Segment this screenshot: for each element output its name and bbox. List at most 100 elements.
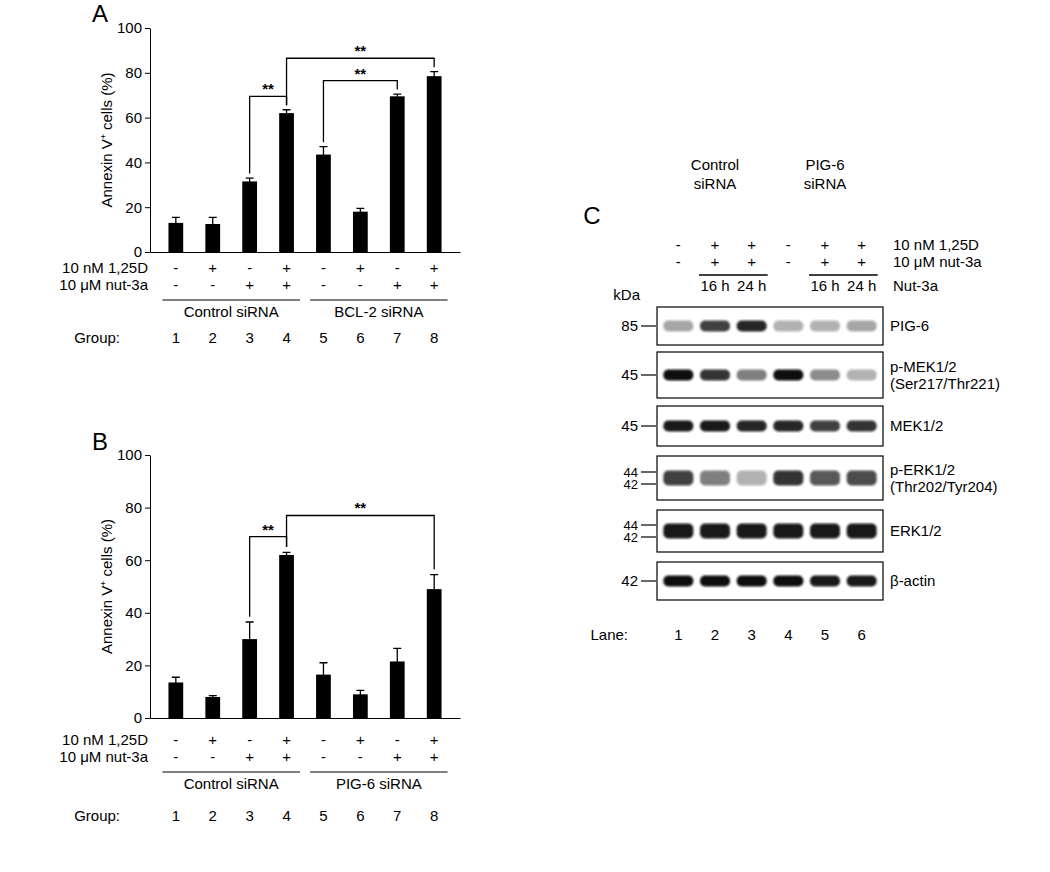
condition-value: + <box>747 253 756 270</box>
error-bar <box>356 208 364 215</box>
blot-band <box>737 524 767 539</box>
y-tick-label: 60 <box>125 109 142 126</box>
condition-value: + <box>208 731 217 748</box>
bar <box>353 212 368 252</box>
y-tick: 40 <box>125 604 150 621</box>
error-bar <box>393 94 401 98</box>
plot-marks <box>168 552 441 718</box>
condition-value: + <box>430 276 439 293</box>
significance-label: ** <box>262 80 274 97</box>
y-tick: 20 <box>125 657 150 674</box>
x-axis-line <box>151 252 461 253</box>
condition-label: 10 nM 1,25D <box>62 259 148 276</box>
condition-label: 10 μM nut-3a <box>59 276 148 293</box>
blot-band <box>810 421 840 432</box>
y-tick-mark <box>145 252 150 253</box>
condition-value: + <box>821 236 830 253</box>
significance-label: ** <box>355 65 367 82</box>
kda-marker <box>641 325 656 326</box>
y-tick-mark <box>145 162 150 163</box>
kda-marker <box>641 483 656 484</box>
error-bar <box>246 178 254 185</box>
protein-label: (Ser217/Thr221) <box>890 375 1000 392</box>
kda-title: kDa <box>613 286 640 303</box>
y-axis: 0 20 40 60 80 100 <box>117 19 151 260</box>
blot-band <box>663 471 693 486</box>
kda-label: 42 <box>624 477 638 492</box>
y-tick: 100 <box>117 19 150 36</box>
lane-label: 6 <box>857 626 865 643</box>
x-tick: 5 <box>319 718 327 824</box>
kda-label: 45 <box>621 417 638 434</box>
blot-frame <box>657 562 883 600</box>
protein-label: MEK1/2 <box>890 417 943 434</box>
x-tick-label: 6 <box>356 329 364 346</box>
condition-value: + <box>245 276 254 293</box>
blot-band <box>700 471 730 486</box>
lane-label: 2 <box>711 626 719 643</box>
bar <box>279 113 294 252</box>
x-axis-title: Group: <box>74 807 120 824</box>
y-tick-label: 60 <box>125 552 142 569</box>
blot-band <box>847 471 877 486</box>
condition-value: - <box>676 253 681 270</box>
y-axis-line <box>150 29 151 253</box>
blot-band <box>700 421 730 432</box>
figure: A020406080100Annexin V⁺ cells (%)1234567… <box>0 0 1050 872</box>
blot-band <box>737 576 767 587</box>
condition-value: - <box>676 236 681 253</box>
group-label: BCL-2 siRNA <box>334 303 423 320</box>
lane-title: Lane: <box>590 626 628 643</box>
y-tick-label: 20 <box>125 657 142 674</box>
y-tick-mark <box>145 455 150 456</box>
group-label: PIG-6 siRNA <box>336 775 422 792</box>
group-label: siRNA <box>804 175 847 192</box>
x-tick-label: 2 <box>209 807 217 824</box>
x-tick-label: 6 <box>356 807 364 824</box>
y-tick: 0 <box>134 243 150 260</box>
protein-label: (Thr202/Tyr204) <box>890 478 998 495</box>
x-axis-line <box>151 718 461 719</box>
blot-band <box>700 321 730 332</box>
group-underline <box>162 771 299 772</box>
lane-label: 5 <box>821 626 829 643</box>
x-tick-label: 1 <box>172 329 180 346</box>
error-bar <box>283 552 291 557</box>
y-tick-label: 20 <box>125 199 142 216</box>
condition-value: + <box>356 731 365 748</box>
bar <box>279 555 294 718</box>
y-tick: 0 <box>134 709 150 726</box>
x-axis: 12345678 <box>151 718 461 824</box>
y-tick: 100 <box>117 446 150 463</box>
blot-band <box>847 321 877 332</box>
x-tick: 7 <box>393 718 401 824</box>
error-bar <box>209 217 217 230</box>
blot-band <box>810 321 840 332</box>
condition-value: + <box>245 748 254 765</box>
condition-value: + <box>747 236 756 253</box>
condition-value: + <box>430 731 439 748</box>
significance-label: ** <box>355 499 367 516</box>
x-tick: 6 <box>356 252 364 346</box>
condition-value: + <box>393 276 402 293</box>
x-tick: 8 <box>430 718 438 824</box>
time-label: 24 h <box>737 277 766 294</box>
lane-label: 1 <box>674 626 682 643</box>
y-axis: 020406080100 <box>117 446 151 726</box>
condition-value: + <box>821 253 830 270</box>
error-bar <box>172 677 180 688</box>
x-tick: 7 <box>393 252 401 346</box>
y-tick-label: 80 <box>125 64 142 81</box>
group-label: siRNA <box>694 175 737 192</box>
condition-value: - <box>358 748 363 765</box>
blot-band <box>773 370 803 381</box>
y-tick-label: 40 <box>125 154 142 171</box>
x-tick: 4 <box>282 718 290 824</box>
blot-band <box>700 576 730 587</box>
y-axis-line <box>150 456 151 719</box>
condition-value: - <box>358 276 363 293</box>
condition-value: + <box>208 259 217 276</box>
condition-value: - <box>786 253 791 270</box>
condition-value: + <box>282 731 291 748</box>
condition-label: 10 μM nut-3a <box>893 253 982 270</box>
